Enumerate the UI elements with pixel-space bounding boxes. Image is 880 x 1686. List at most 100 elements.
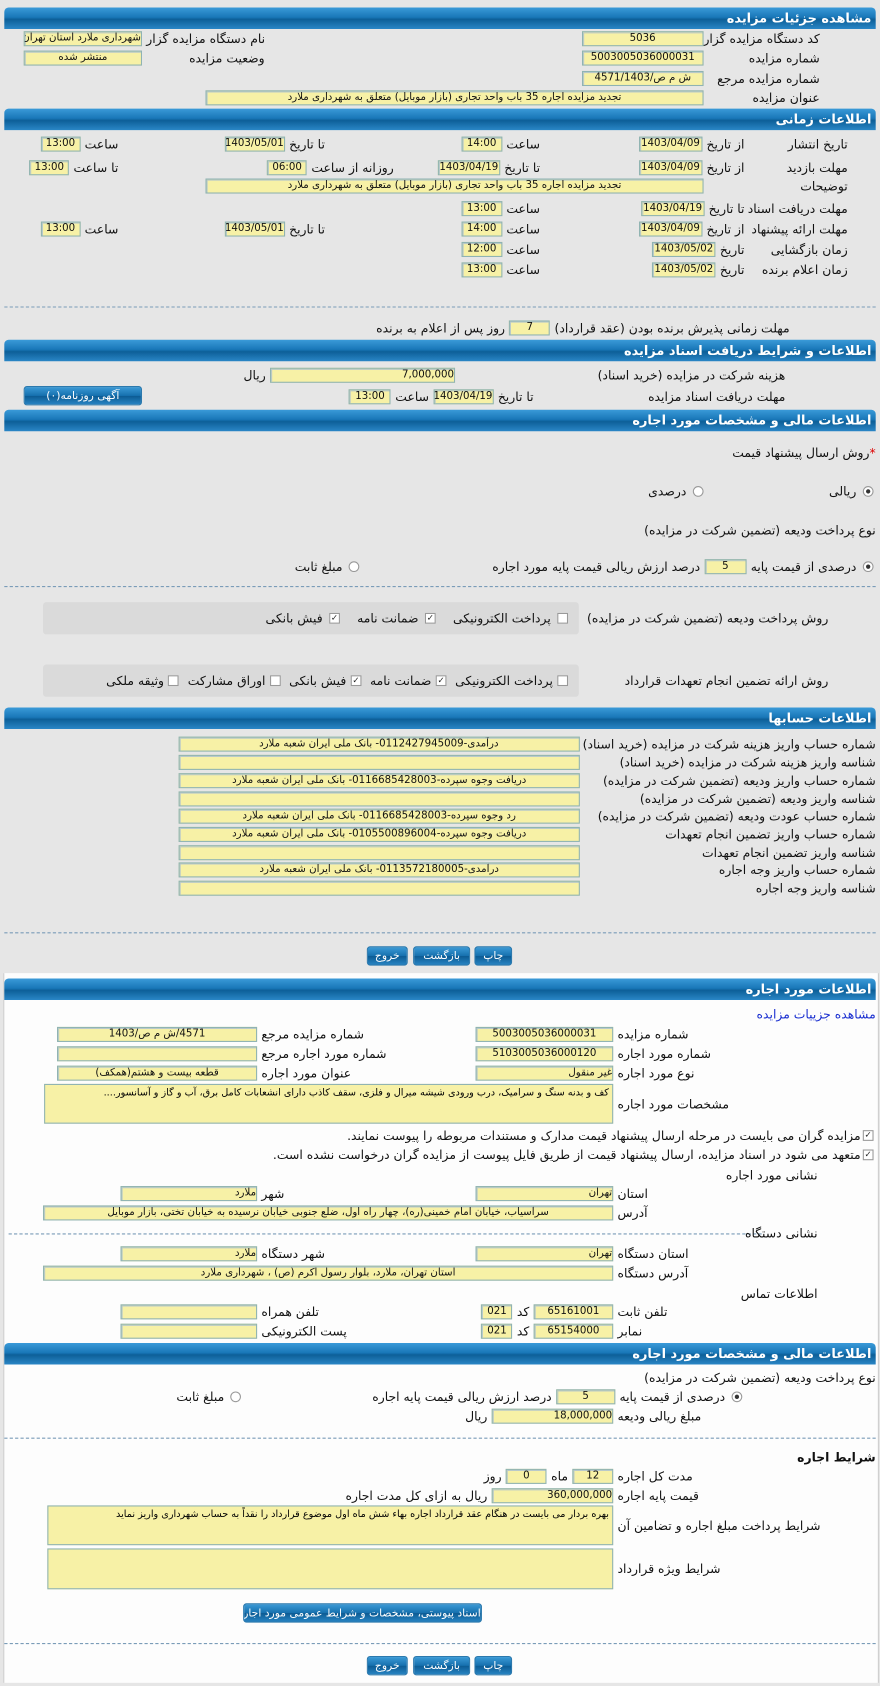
attach-docs-checkbox[interactable]: ✓ (862, 1130, 874, 1141)
percent-radio[interactable] (692, 486, 704, 497)
docs-deadline-date-field[interactable]: 1403/04/19 (433, 389, 494, 405)
item-no-field[interactable]: 5103005036000120 (475, 1046, 614, 1062)
payment-terms-textarea[interactable]: بهره بردار می بایست در هنگام عقد قرارداد… (47, 1505, 614, 1546)
open-time-field[interactable]: 12:00 (461, 241, 503, 257)
guarantee-bank-receipt-checkbox[interactable]: ✓ (350, 675, 362, 687)
print-button[interactable]: چاپ (474, 946, 513, 966)
phone-code-field[interactable]: 021 (481, 1304, 513, 1320)
phone-field[interactable]: 65161001 (533, 1304, 614, 1320)
account-field[interactable] (178, 845, 580, 861)
fixed-amount-radio-2[interactable] (230, 1391, 242, 1403)
publish-from-field[interactable]: 1403/04/09 (638, 136, 703, 152)
account-field[interactable]: دریافت وجوه سپرده-0105500896004- بانک مل… (178, 826, 580, 842)
visit-from-field[interactable]: 1403/04/09 (638, 160, 703, 176)
guarantee-property-option[interactable]: وثیقه ملکی (106, 672, 181, 689)
account-field[interactable] (178, 791, 580, 807)
deposit-electronic-option[interactable]: پرداخت الکترونیکی (453, 610, 570, 627)
winner-date-field[interactable]: 1403/05/02 (652, 262, 716, 278)
fee-field[interactable]: 7,000,000 (270, 367, 456, 383)
account-field[interactable]: درآمدی-0113572180005- بانک ملی ایران شعب… (178, 862, 580, 878)
guarantee-letter-checkbox[interactable]: ✓ (435, 675, 447, 687)
print-button-bottom[interactable]: چاپ (474, 1655, 513, 1676)
docs-to-field[interactable]: 1403/04/19 (640, 201, 705, 217)
back-button-bottom[interactable]: بازگشت (413, 1655, 471, 1676)
percent-of-base-radio[interactable] (862, 561, 874, 573)
ref-no-field[interactable]: ش م ص/4571/1403 (582, 70, 704, 87)
fax-field[interactable]: 65154000 (533, 1323, 614, 1339)
guarantee-electronic-checkbox[interactable] (557, 675, 569, 687)
org-name-field[interactable]: شهرداری ملارد استان تهران (23, 31, 143, 47)
docs-deadline-time-field[interactable]: 13:00 (349, 389, 392, 405)
city-field[interactable]: ملارد (120, 1186, 258, 1202)
desc-field[interactable]: تجدید مزایده اجاره 35 باب واحد تجاری (با… (205, 178, 704, 194)
publish-from-time-field[interactable]: 14:00 (461, 136, 503, 152)
status-field[interactable]: منتشر شده (23, 50, 143, 66)
percent-of-base-radio-2[interactable] (731, 1391, 743, 1403)
percent-value-field[interactable]: 5 (704, 559, 747, 575)
fixed-amount-option-2[interactable]: مبلغ ثابت (176, 1388, 243, 1405)
mobile-field[interactable] (120, 1304, 258, 1320)
account-field[interactable] (178, 880, 580, 896)
attachments-button[interactable]: اسناد پیوستی، مشخصات و شرایط عمومی مورد … (243, 1603, 482, 1623)
back-button[interactable]: بازگشت (413, 946, 471, 966)
org-city-field[interactable]: ملارد (120, 1246, 258, 1262)
deposit-electronic-checkbox[interactable] (557, 612, 569, 624)
view-auction-details-link[interactable]: مشاهده جزییات مزایده (756, 1006, 876, 1022)
item-ref-field[interactable] (57, 1046, 258, 1062)
guarantee-property-checkbox[interactable] (168, 675, 180, 687)
deposit-bank-receipt-checkbox[interactable]: ✓ (329, 612, 340, 624)
offer-to-time-field[interactable]: 13:00 (40, 221, 81, 237)
guarantee-bonds-checkbox[interactable] (269, 675, 281, 687)
guarantee-bank-receipt-option[interactable]: ✓ فیش بانکی (289, 672, 363, 689)
province-field[interactable]: تهران (475, 1186, 614, 1202)
docs-time-field[interactable]: 13:00 (461, 201, 503, 217)
exit-button-bottom[interactable]: خروج (366, 1655, 408, 1676)
org-address-field[interactable]: استان تهران، ملارد، بلوار رسول اکرم (ص) … (43, 1265, 614, 1281)
special-terms-textarea[interactable] (47, 1548, 614, 1590)
auction-no-field[interactable]: 5003005036000031 (582, 50, 704, 66)
item-type-field[interactable]: غیر منقول (475, 1065, 614, 1081)
base-price-field[interactable]: 360,000,000 (491, 1488, 614, 1504)
open-date-field[interactable]: 1403/05/02 (652, 241, 716, 257)
rial-option[interactable]: ریالی (706, 483, 876, 500)
months-field[interactable]: 12 (572, 1468, 614, 1484)
account-field[interactable]: دریافت وجوه سپرده-0116685428003- بانک مل… (178, 773, 580, 789)
offer-to-field[interactable]: 1403/05/01 (224, 221, 285, 237)
account-field[interactable]: درآمدی-0112427945009- بانک ملی ایران شعب… (178, 736, 580, 752)
account-field[interactable]: رد وجوه سپرده-0116685428003- بانک ملی ای… (178, 808, 580, 824)
deposit-guarantee-option[interactable]: ✓ ضمانت نامه (357, 610, 438, 627)
deposit-guarantee-checkbox[interactable]: ✓ (424, 612, 436, 624)
visit-daily-to-field[interactable]: 13:00 (29, 160, 70, 176)
account-field[interactable] (178, 754, 580, 770)
visit-daily-from-field[interactable]: 06:00 (267, 160, 308, 176)
deposit-bank-receipt-option[interactable]: ✓ فیش بانکی (266, 610, 343, 627)
days-field[interactable]: 0 (505, 1468, 547, 1484)
guarantee-letter-option[interactable]: ✓ ضمانت نامه (370, 672, 449, 689)
fixed-amount-radio[interactable] (349, 561, 360, 573)
deposit-amount-field[interactable]: 18,000,000 (491, 1408, 614, 1424)
email-field[interactable] (120, 1323, 258, 1339)
fixed-amount-option[interactable]: مبلغ ثابت (295, 558, 362, 575)
org-province-field[interactable]: تهران (475, 1246, 614, 1262)
newspaper-ad-button[interactable]: آگهی روزنامه(۰) (23, 386, 143, 406)
guarantee-bonds-option[interactable]: اوراق مشارکت (188, 672, 283, 689)
item-spec-textarea[interactable]: کف و بدنه سنگ و سرامیک، درب ورودی شیشه م… (44, 1083, 614, 1124)
title-field[interactable]: تجدید مزایده اجاره 35 باب واحد تجاری (با… (205, 90, 704, 106)
no-file-commitment-checkbox[interactable]: ✓ (862, 1149, 874, 1161)
offer-from-field[interactable]: 1403/04/09 (638, 221, 703, 237)
address-field[interactable]: سرآسیاب، خیابان امام خمینی(ره)، چهار راه… (43, 1205, 614, 1221)
publish-to-time-field[interactable]: 13:00 (40, 136, 81, 152)
item-ref-no-field[interactable]: 4571/ش م ص/1403 (57, 1026, 258, 1042)
percent-option[interactable]: درصدی (648, 483, 706, 500)
item-title-field[interactable]: قطعه بیست و هشتم(همکف) (57, 1065, 258, 1081)
org-code-field[interactable]: 5036 (581, 31, 704, 47)
fax-code-field[interactable]: 021 (481, 1323, 513, 1339)
exit-button[interactable]: خروج (366, 946, 408, 966)
visit-to-field[interactable]: 1403/04/19 (437, 160, 500, 176)
rial-radio[interactable] (862, 486, 874, 497)
offer-from-time-field[interactable]: 14:00 (461, 221, 503, 237)
percent-value-field-2[interactable]: 5 (556, 1389, 616, 1405)
guarantee-electronic-option[interactable]: پرداخت الکترونیکی (455, 672, 570, 689)
publish-to-field[interactable]: 1403/05/01 (224, 136, 285, 152)
winner-time-field[interactable]: 13:00 (461, 262, 503, 278)
